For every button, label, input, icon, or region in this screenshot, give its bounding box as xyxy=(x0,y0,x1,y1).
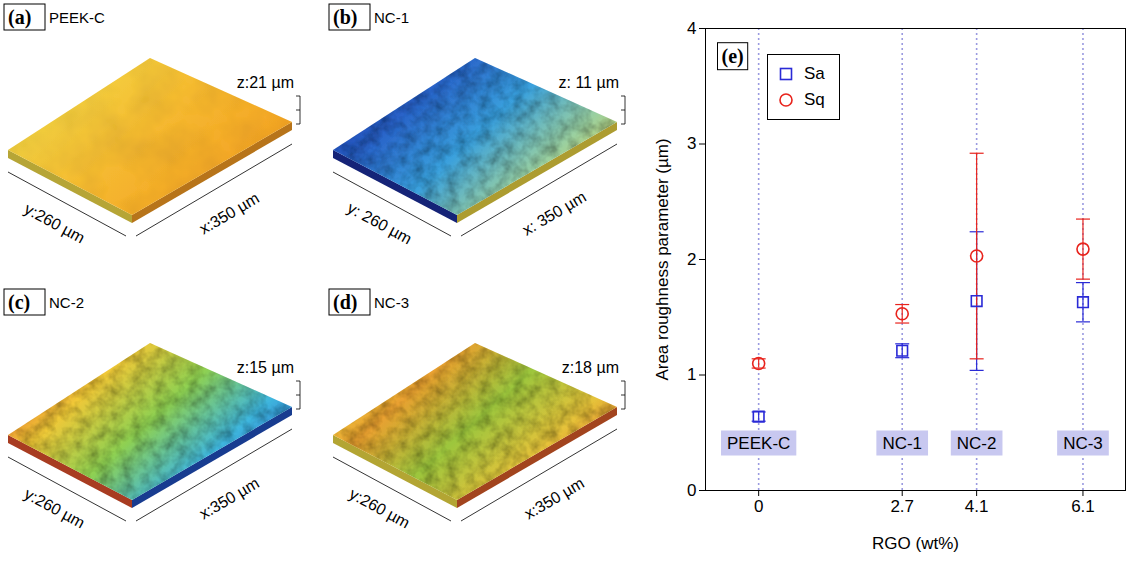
svg-text:z:15 µm: z:15 µm xyxy=(237,359,294,376)
html-text:Sa: Sa xyxy=(804,64,825,83)
svg-text:6.1: 6.1 xyxy=(1071,497,1095,516)
svg-text:(b): (b) xyxy=(333,6,357,29)
svg-text:x: 350 µm: x: 350 µm xyxy=(519,188,588,238)
svg-text:NC-1: NC-1 xyxy=(882,434,922,453)
svg-text:x:350 µm: x:350 µm xyxy=(196,189,262,237)
svg-text:NC-2: NC-2 xyxy=(957,434,997,453)
svg-text:z: 11 µm: z: 11 µm xyxy=(559,74,620,91)
svg-text:x:350 µm: x:350 µm xyxy=(521,474,587,522)
svg-text:(e): (e) xyxy=(722,45,744,68)
svg-text:2: 2 xyxy=(687,250,696,269)
svg-text:0: 0 xyxy=(754,497,763,516)
svg-text:PEEK-C: PEEK-C xyxy=(727,434,790,453)
svg-text:NC-3: NC-3 xyxy=(374,294,409,311)
svg-text:2.7: 2.7 xyxy=(890,497,914,516)
svg-text:Area roughness parameter (µm): Area roughness parameter (µm) xyxy=(653,138,672,380)
svg-text:y:260 µm: y:260 µm xyxy=(22,485,88,531)
svg-text:x:350 µm: x:350 µm xyxy=(196,474,262,522)
svg-text:NC-2: NC-2 xyxy=(49,294,84,311)
svg-text:y:260 µm: y:260 µm xyxy=(347,485,413,531)
svg-text:y: 260 µm: y: 260 µm xyxy=(345,199,415,248)
svg-text:(c): (c) xyxy=(8,291,30,314)
svg-text:PEEK-C: PEEK-C xyxy=(49,9,105,26)
svg-text:(a): (a) xyxy=(8,6,31,29)
svg-text:z:18 µm: z:18 µm xyxy=(562,359,619,376)
svg-text:1: 1 xyxy=(687,365,696,384)
svg-text:4.1: 4.1 xyxy=(965,497,989,516)
svg-text:(d): (d) xyxy=(333,291,357,314)
svg-text:NC-1: NC-1 xyxy=(374,9,409,26)
svg-text:3: 3 xyxy=(687,134,696,153)
svg-text:0: 0 xyxy=(687,481,696,500)
svg-text:NC-3: NC-3 xyxy=(1063,434,1103,453)
svg-text:RGO (wt%): RGO (wt%) xyxy=(872,534,959,553)
html-text:Sq: Sq xyxy=(804,90,825,109)
svg-text:4: 4 xyxy=(687,19,696,38)
svg-text:y:260 µm: y:260 µm xyxy=(22,200,88,246)
svg-text:z:21 µm: z:21 µm xyxy=(237,74,294,91)
